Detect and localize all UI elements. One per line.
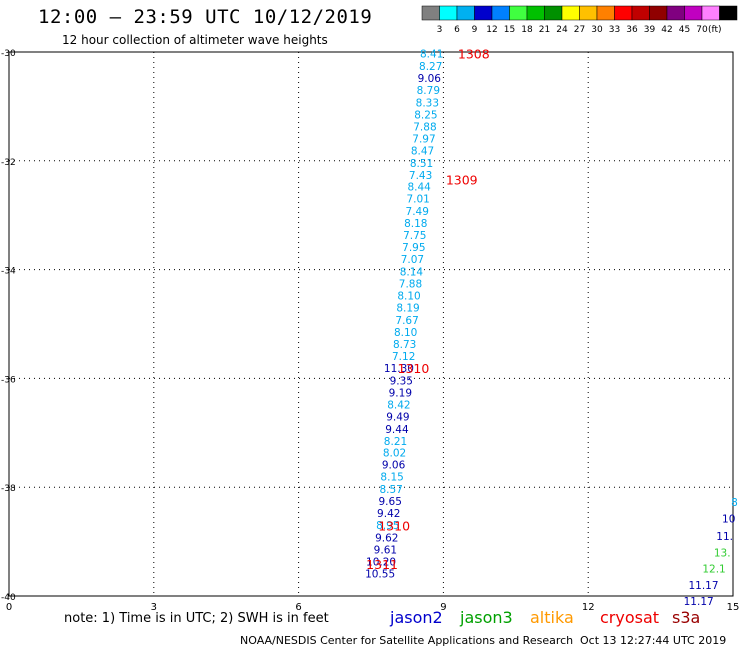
- wave-height-label-edge: 13.: [714, 547, 731, 559]
- wave-height-label: 8.19: [396, 302, 419, 314]
- legend-tick-label: 45: [679, 25, 690, 35]
- legend-tick-label: 18: [521, 25, 533, 35]
- legend-tick-label: 36: [626, 25, 638, 35]
- wave-height-label: 7.88: [399, 279, 422, 291]
- wave-height-label-edge: 8: [731, 497, 738, 509]
- wave-height-label-edge: 10: [722, 514, 735, 526]
- legend-tick-label: 30: [591, 25, 603, 35]
- legend-cryosat: cryosat: [600, 608, 660, 627]
- credit-line: NOAA/NESDIS Center for Satellite Applica…: [240, 634, 574, 647]
- y-tick-label: -40: [1, 593, 16, 603]
- wave-height-label: 9.49: [386, 411, 409, 423]
- legend-jason2: jason2: [390, 608, 443, 627]
- wave-height-label: 11.30: [384, 363, 414, 375]
- wave-height-label: 8.18: [404, 218, 427, 230]
- time-label: 1311: [366, 557, 398, 572]
- wave-height-label: 9.06: [382, 460, 406, 472]
- legend-tick-label: 42: [661, 25, 672, 35]
- wave-height-label: 8.47: [411, 145, 434, 157]
- wave-height-label: 7.12: [392, 351, 415, 363]
- wave-height-label: 8.57: [379, 484, 402, 496]
- legend-tick-label: 21: [539, 25, 550, 35]
- wave-height-label: 8.10: [394, 327, 417, 339]
- wave-height-label: 9.61: [374, 545, 397, 557]
- y-tick-label: -34: [1, 267, 16, 277]
- wave-height-label: 8.42: [387, 399, 410, 411]
- wave-height-label: 10.55: [365, 569, 395, 581]
- footer-note: note: 1) Time is in UTC; 2) SWH is in fe…: [64, 611, 329, 626]
- legend-tick-label: 3: [437, 25, 443, 35]
- time-label: 1308: [458, 47, 490, 62]
- wave-height-label: 9.19: [389, 387, 412, 399]
- wave-height-label: 8.14: [400, 267, 424, 279]
- wave-height-label: 8.79: [417, 85, 440, 97]
- legend-tick-label: 27: [574, 25, 585, 35]
- y-tick-label: -32: [1, 158, 16, 168]
- wave-height-label: 7.97: [412, 133, 435, 145]
- wave-height-label: 8.21: [384, 436, 407, 448]
- generated-timestamp: Oct 13 12:27:44 UTC 2019: [580, 634, 727, 647]
- x-tick-label: 3: [151, 602, 157, 613]
- legend-tick-label: 39: [644, 25, 656, 35]
- wave-height-label-edge: 12.1: [702, 564, 725, 576]
- legend-tick-label: 6: [454, 25, 460, 35]
- wave-height-label-edge: 11.17: [684, 596, 714, 608]
- y-tick-label: -36: [1, 375, 16, 385]
- legend-tick-label: 33: [609, 25, 620, 35]
- wave-height-label: 7.88: [413, 121, 436, 133]
- legend-jason3: jason3: [460, 608, 513, 627]
- color-legend: 3 6 9 12 15 18 21 24 27 30 33 36 39 42 45 70 (ft): [421, 5, 738, 35]
- wave-height-label-edge: 11.: [716, 531, 733, 543]
- chart-subtitle: 12 hour collection of altimeter wave hei…: [62, 33, 328, 47]
- time-label: 1310: [378, 519, 410, 534]
- legend-unit: (ft): [708, 25, 722, 35]
- wave-height-label: 9.42: [377, 508, 400, 520]
- wave-height-label: 7.07: [401, 254, 424, 266]
- wave-height-label: 8.10: [397, 291, 420, 303]
- wave-height-label: 8.33: [416, 97, 439, 109]
- wave-height-label: 9.35: [390, 375, 413, 387]
- wave-height-label: 8.02: [383, 448, 406, 460]
- wave-height-label: 9.62: [375, 533, 398, 545]
- wave-height-label: 9.44: [385, 424, 409, 436]
- wave-height-label: 8.27: [419, 61, 442, 73]
- legend-tick-label: 15: [504, 25, 515, 35]
- legend-tick-label: 24: [556, 25, 568, 35]
- wave-height-label: 8.25: [414, 109, 437, 121]
- plot-frame: [8, 51, 734, 597]
- legend-swatch: [719, 5, 738, 21]
- wave-height-label: 9.65: [379, 496, 402, 508]
- y-tick-label: -30: [1, 49, 16, 59]
- wave-height-label: 7.49: [406, 206, 429, 218]
- x-tick-label: 6: [295, 602, 301, 613]
- wave-height-label: 8.44: [407, 182, 431, 194]
- x-tick-label: 15: [727, 602, 740, 613]
- wave-height-label: 8.15: [380, 472, 403, 484]
- legend-tick-label: 12: [486, 25, 497, 35]
- time-label: 1310: [398, 361, 430, 376]
- time-label: 1309: [446, 173, 478, 188]
- wave-height-label: 7.43: [409, 170, 432, 182]
- wave-height-label: 8.51: [410, 158, 433, 170]
- x-tick-label: 0: [6, 602, 12, 613]
- x-tick-label: 9: [440, 602, 446, 613]
- wave-height-label: 8.73: [393, 339, 416, 351]
- y-tick-label: -38: [1, 484, 16, 494]
- chart-title: 12:00 – 23:59 UTC 10/12/2019: [38, 6, 373, 28]
- wave-height-label: 9.06: [418, 73, 442, 85]
- x-tick-label: 12: [582, 602, 595, 613]
- wave-height-label-edge: 11.17: [688, 580, 718, 592]
- wave-height-label: 7.67: [395, 315, 418, 327]
- wave-height-label: 8.95: [376, 520, 399, 532]
- wave-height-label: 7.95: [402, 242, 425, 254]
- wave-height-label: 10.20: [366, 557, 396, 569]
- wave-height-label: 7.75: [403, 230, 426, 242]
- wave-height-label: 7.01: [406, 194, 429, 206]
- wave-height-label: 8.41: [420, 48, 443, 60]
- legend-tick-label: 9: [472, 25, 478, 35]
- legend-s3a: s3a: [672, 608, 701, 627]
- legend-tick-label: 70: [696, 25, 708, 35]
- legend-altika: altika: [530, 608, 574, 627]
